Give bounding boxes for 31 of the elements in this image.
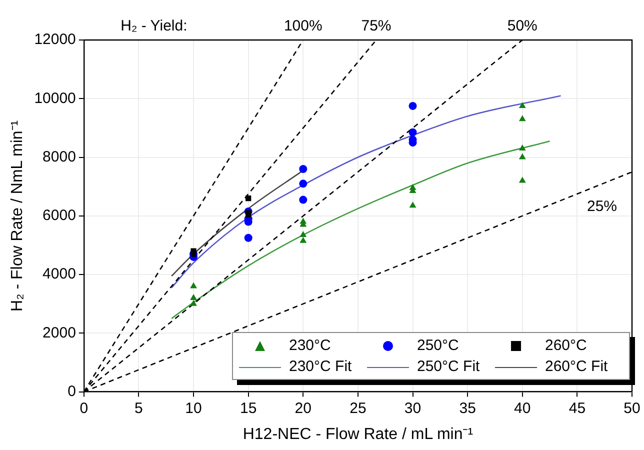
- x-tick-label: 45: [568, 400, 586, 417]
- y-tick-label: 10000: [34, 90, 76, 107]
- y-tick-label: 4000: [42, 266, 76, 283]
- x-tick-label: 10: [185, 400, 202, 417]
- legend-label: 230°C Fit: [289, 358, 352, 375]
- annotation: 75%: [361, 18, 392, 35]
- y-tick-label: 2000: [42, 324, 76, 342]
- annotation: 25%: [586, 198, 618, 216]
- y-axis-title: H₂ - Flow Rate / NmL min⁻¹: [9, 120, 26, 312]
- text: H₂ - Yield:: [120, 18, 188, 35]
- x-tick-label: 35: [459, 400, 476, 417]
- x-axis-title: H12-NEC - Flow Rate / mL min⁻¹: [242, 426, 474, 443]
- annotation: 50%: [507, 18, 538, 35]
- x-tick-label: 0: [80, 400, 88, 417]
- y-tick-label: 0: [68, 382, 76, 400]
- x-tick-label: 5: [134, 400, 143, 417]
- annotation: 100%: [284, 18, 322, 35]
- legend-label: 250°C: [417, 337, 459, 354]
- x-tick-label: 20: [294, 400, 312, 417]
- x-tick-label: 50: [624, 400, 640, 417]
- y-tick-label: 6000: [42, 207, 76, 224]
- x-tick-label: 40: [514, 400, 531, 417]
- legend-label: 250°C Fit: [417, 358, 480, 375]
- legend-label: 260°C Fit: [545, 358, 608, 375]
- x-tick-label: 25: [350, 400, 366, 417]
- legend-label: 260°C: [545, 337, 587, 354]
- y-tick-label: 12000: [34, 31, 76, 48]
- legend-label: 230°C: [289, 337, 331, 354]
- x-tick-label: 15: [240, 400, 257, 417]
- y-tick-label: 8000: [42, 148, 76, 166]
- x-tick-label: 30: [404, 400, 422, 417]
